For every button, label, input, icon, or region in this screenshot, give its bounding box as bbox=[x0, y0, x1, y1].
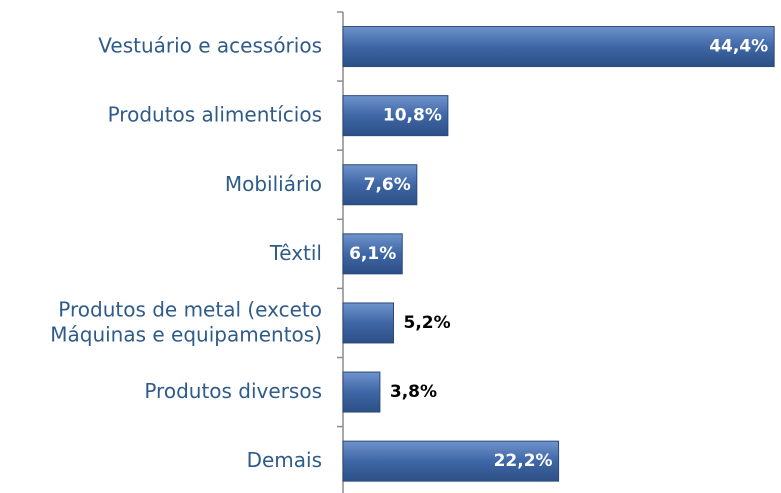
category-label-line: Demais bbox=[247, 448, 322, 472]
value-label: 7,6% bbox=[364, 175, 411, 195]
bar bbox=[342, 95, 449, 137]
category-label: Produtos diversos bbox=[144, 379, 322, 403]
bar bbox=[342, 440, 560, 482]
value-label: 44,4% bbox=[709, 37, 768, 57]
category-label-line: Produtos diversos bbox=[144, 379, 322, 403]
value-label: 5,2% bbox=[403, 313, 450, 333]
category-label-line: Vestuário e acessórios bbox=[98, 33, 322, 57]
category-label-line: Têxtil bbox=[269, 240, 322, 264]
bar bbox=[342, 371, 381, 413]
category-label-line: Mobiliário bbox=[225, 171, 322, 195]
value-label: 6,1% bbox=[349, 244, 396, 264]
category-label: Têxtil bbox=[269, 240, 322, 264]
value-label: 3,8% bbox=[390, 382, 437, 402]
category-label: Vestuário e acessórios bbox=[98, 33, 322, 57]
bar bbox=[342, 26, 775, 68]
category-label: Produtos de metal (exceto Máquinas e equi… bbox=[50, 297, 322, 346]
category-label-line: Máquinas e equipamentos) bbox=[50, 322, 322, 346]
value-label: 22,2% bbox=[494, 451, 553, 471]
bar bbox=[342, 233, 403, 275]
value-label: 10,8% bbox=[383, 106, 442, 126]
category-label: Demais bbox=[247, 448, 322, 472]
bar bbox=[342, 164, 418, 206]
category-label: Produtos alimentícios bbox=[108, 102, 322, 126]
bar bbox=[342, 302, 394, 344]
category-label-line: Produtos alimentícios bbox=[108, 102, 322, 126]
category-label-line: Produtos de metal (exceto bbox=[58, 297, 322, 321]
category-label: Mobiliário bbox=[225, 171, 322, 195]
